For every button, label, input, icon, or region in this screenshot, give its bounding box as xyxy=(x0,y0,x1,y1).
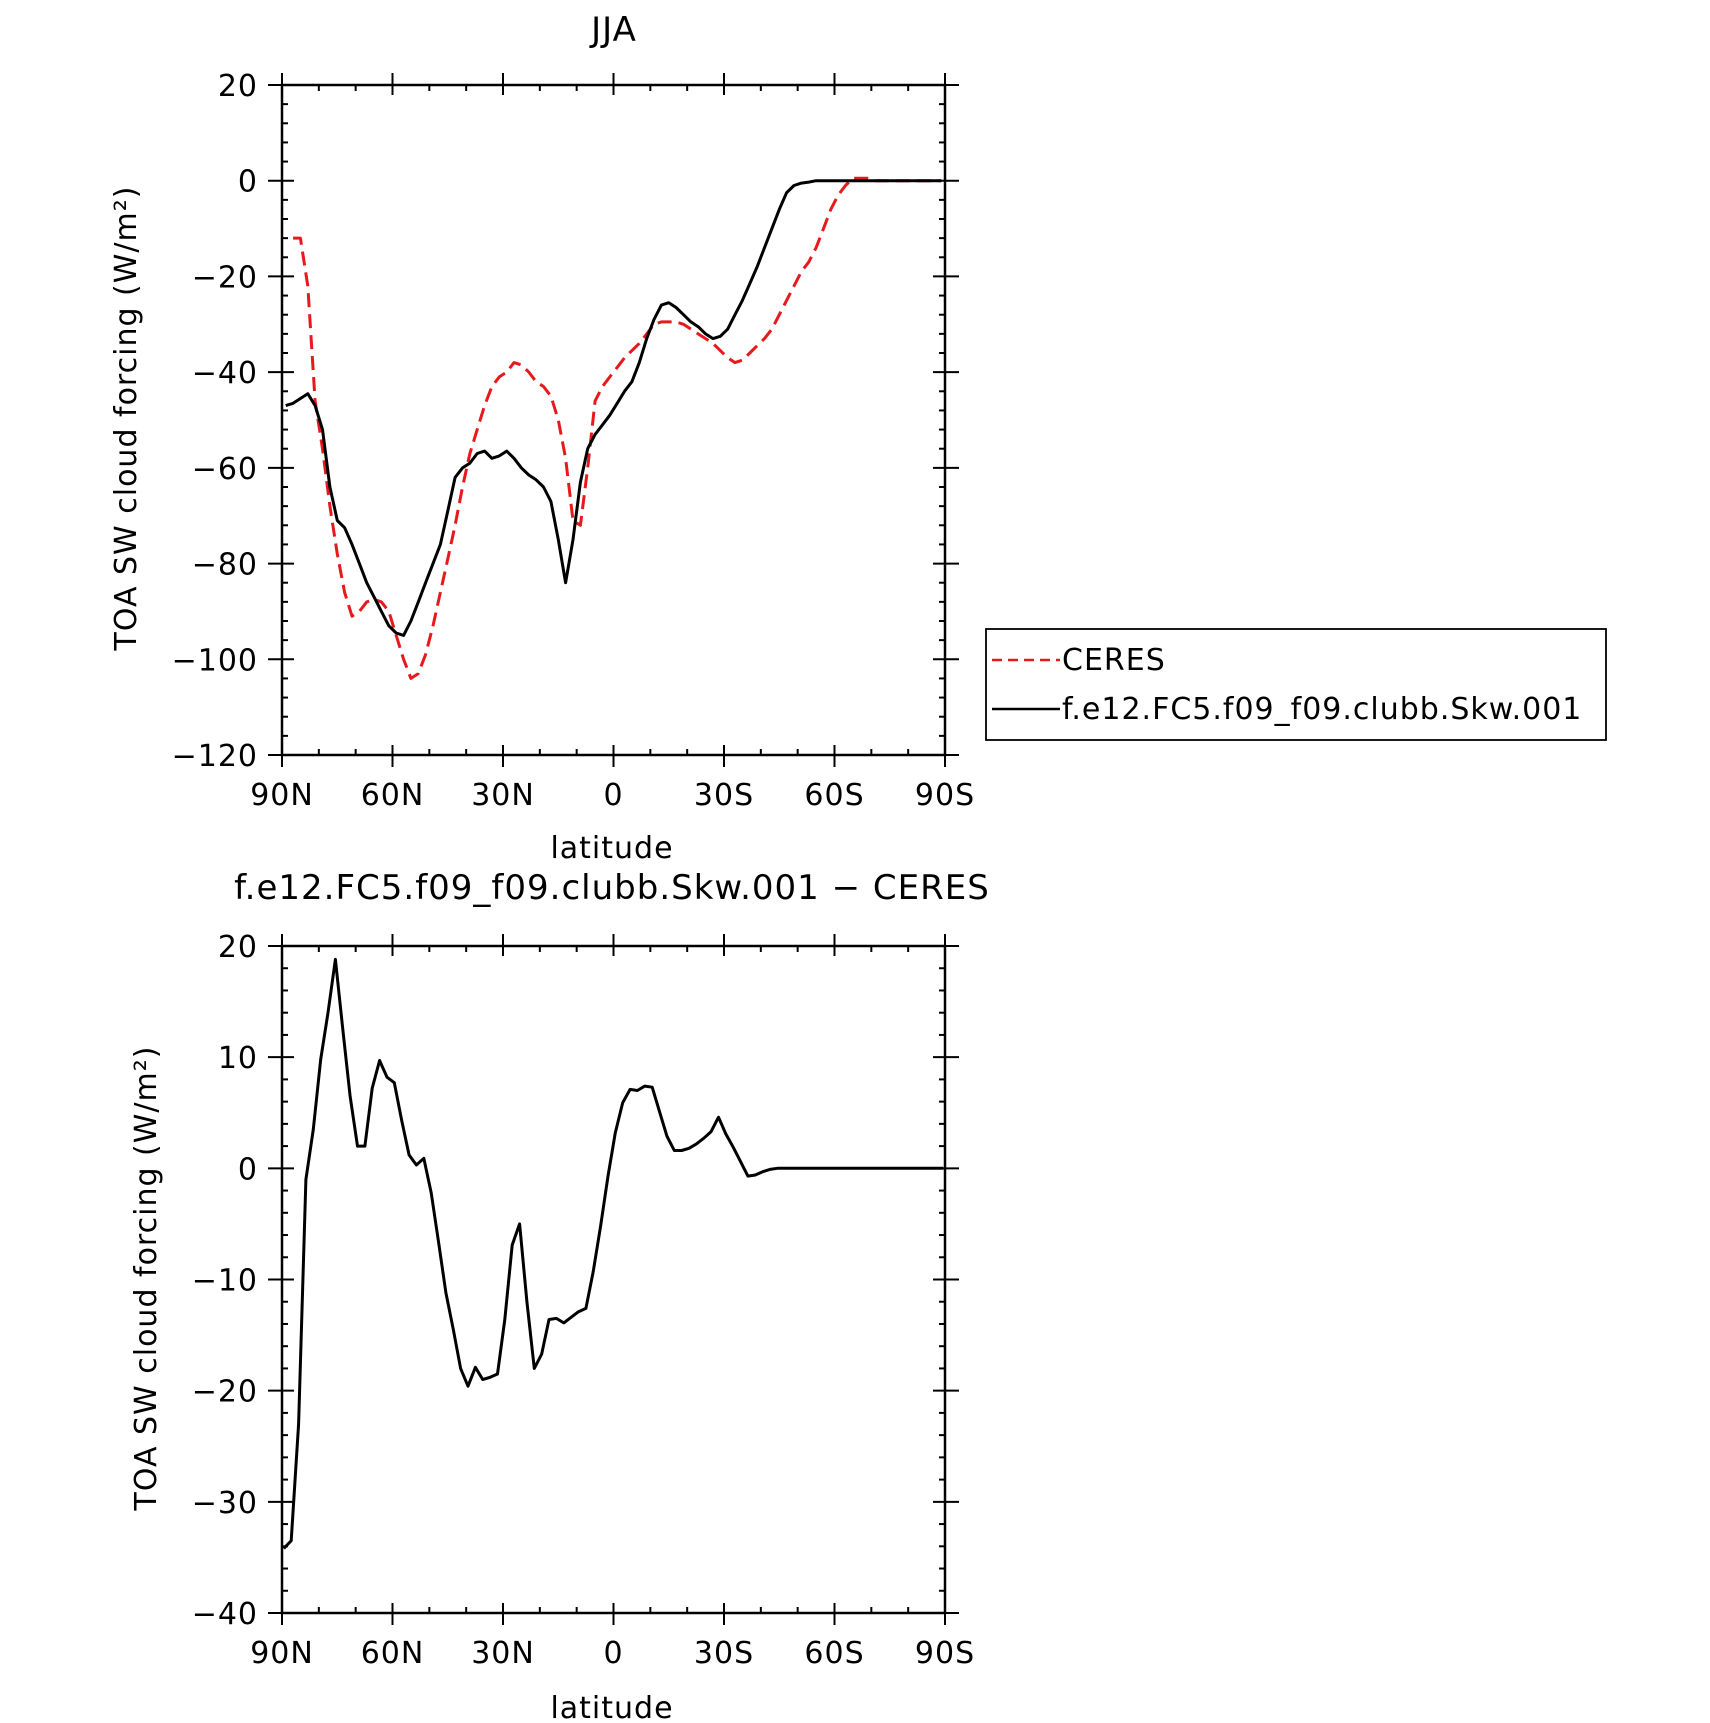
bottom-chart-x-tick-label: 90N xyxy=(250,1636,314,1671)
legend-label-model: f.e12.FC5.f09_f09.clubb.Skw.001 xyxy=(1062,692,1582,727)
bottom-chart-y-tick-label: 10 xyxy=(218,1041,258,1076)
legend-box xyxy=(985,628,1607,741)
bottom-chart-series xyxy=(282,957,944,1550)
top-chart-y-tick-label: −80 xyxy=(192,548,258,583)
legend: CERES f.e12.FC5.f09_f09.clubb.Skw.001 xyxy=(985,628,1607,741)
top-chart-y-tick-label: −120 xyxy=(172,739,258,774)
top-chart-series-line-1 xyxy=(285,179,942,637)
top-chart-y-tick-label: −20 xyxy=(192,260,258,295)
top-chart-x-axis-label: latitude xyxy=(550,831,673,866)
top-chart-x-tick-label: 30N xyxy=(471,778,535,813)
bottom-chart-x-tick-label: 60N xyxy=(361,1636,425,1671)
top-chart-x-tick-label: 60S xyxy=(804,778,864,813)
top-chart-x-tick-label: 60N xyxy=(361,778,425,813)
top-chart-x-tick-label: 90S xyxy=(915,778,975,813)
bottom-chart-x-tick-label: 30S xyxy=(694,1636,754,1671)
top-chart-series xyxy=(285,176,942,680)
top-chart-tick-labels: 90N 60N 30N 0 30S 60S 90S 20 0 −20 −40 −60 −80 −100 −1… xyxy=(172,69,975,813)
bottom-chart-ticks xyxy=(268,934,959,1625)
bottom-chart-y-tick-label: −30 xyxy=(192,1486,258,1521)
bottom-chart-x-tick-label: 60S xyxy=(804,1636,864,1671)
bottom-chart-series-line-0 xyxy=(282,957,944,1550)
top-chart-y-axis-label: TOA SW cloud forcing (W/m²) xyxy=(109,186,144,652)
top-chart-plot-frame xyxy=(280,83,947,757)
bottom-chart-y-tick-label: 20 xyxy=(218,930,258,965)
bottom-chart-y-tick-label: −20 xyxy=(192,1375,258,1410)
top-chart-x-tick-label: 30S xyxy=(694,778,754,813)
top-chart-y-tick-label: −100 xyxy=(172,643,258,678)
bottom-chart-y-tick-label: −40 xyxy=(192,1597,258,1632)
bottom-chart-x-tick-label: 0 xyxy=(603,1636,623,1671)
bottom-chart-y-axis-label: TOA SW cloud forcing (W/m²) xyxy=(129,1046,164,1512)
bottom-chart-x-tick-label: 90S xyxy=(915,1636,975,1671)
top-chart: JJA 90N 60N 30N 0 30S 60S 90S 20 0 −20 −40 −60 −80 −1… xyxy=(109,10,1607,866)
legend-label-ceres: CERES xyxy=(1062,643,1166,678)
bottom-chart-y-tick-label: 0 xyxy=(238,1152,258,1187)
top-chart-title: JJA xyxy=(589,10,637,50)
bottom-chart-title: f.e12.FC5.f09_f09.clubb.Skw.001 − CERES xyxy=(234,868,990,908)
bottom-chart-tick-labels: 90N 60N 30N 0 30S 60S 90S 20 10 0 −10 −20 −30 −40 xyxy=(192,930,975,1671)
bottom-chart-x-axis-label: latitude xyxy=(550,1691,673,1723)
top-chart-x-tick-label: 90N xyxy=(250,778,314,813)
top-chart-y-tick-label: −40 xyxy=(192,356,258,391)
bottom-chart-x-tick-label: 30N xyxy=(471,1636,535,1671)
top-chart-y-tick-label: 20 xyxy=(218,69,258,104)
bottom-chart-plot-frame xyxy=(280,944,947,1615)
bottom-chart: f.e12.FC5.f09_f09.clubb.Skw.001 − CERES … xyxy=(129,868,990,1723)
top-chart-series-line-0 xyxy=(293,176,942,680)
bottom-chart-y-tick-label: −10 xyxy=(192,1264,258,1299)
top-chart-x-tick-label: 0 xyxy=(603,778,623,813)
top-chart-y-tick-label: 0 xyxy=(238,165,258,200)
top-chart-y-tick-label: −60 xyxy=(192,452,258,487)
